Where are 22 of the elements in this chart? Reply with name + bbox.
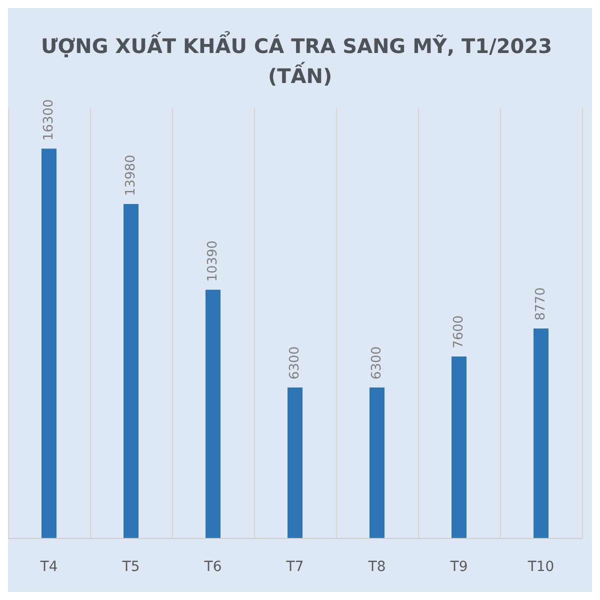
- data-label: 10390: [206, 240, 220, 282]
- x-tick-label: T5: [121, 559, 140, 575]
- data-label: 13980: [124, 154, 138, 196]
- bar: [534, 328, 548, 538]
- x-tick-label: T9: [449, 559, 468, 575]
- x-tick-label: T8: [367, 559, 386, 575]
- chart-title: ƯỢNG XUẤT KHẨU CÁ TRA SANG MỸ, T1/2023 (TẤN): [41, 31, 559, 88]
- bar: [42, 148, 56, 538]
- x-tick-label: T6: [203, 559, 222, 575]
- data-label: 6300: [370, 346, 384, 380]
- data-label: 8770: [534, 287, 548, 320]
- bar: [452, 356, 466, 538]
- data-label: 16300: [42, 99, 56, 141]
- bar: [124, 204, 138, 538]
- x-tick-label: T10: [526, 559, 554, 575]
- x-tick-label: T7: [285, 559, 304, 575]
- data-label: 7600: [452, 315, 466, 348]
- data-label: 6300: [288, 346, 302, 380]
- bar: [370, 388, 384, 538]
- bar: [288, 388, 302, 538]
- bar: [206, 290, 220, 538]
- x-tick-label: T4: [39, 559, 58, 575]
